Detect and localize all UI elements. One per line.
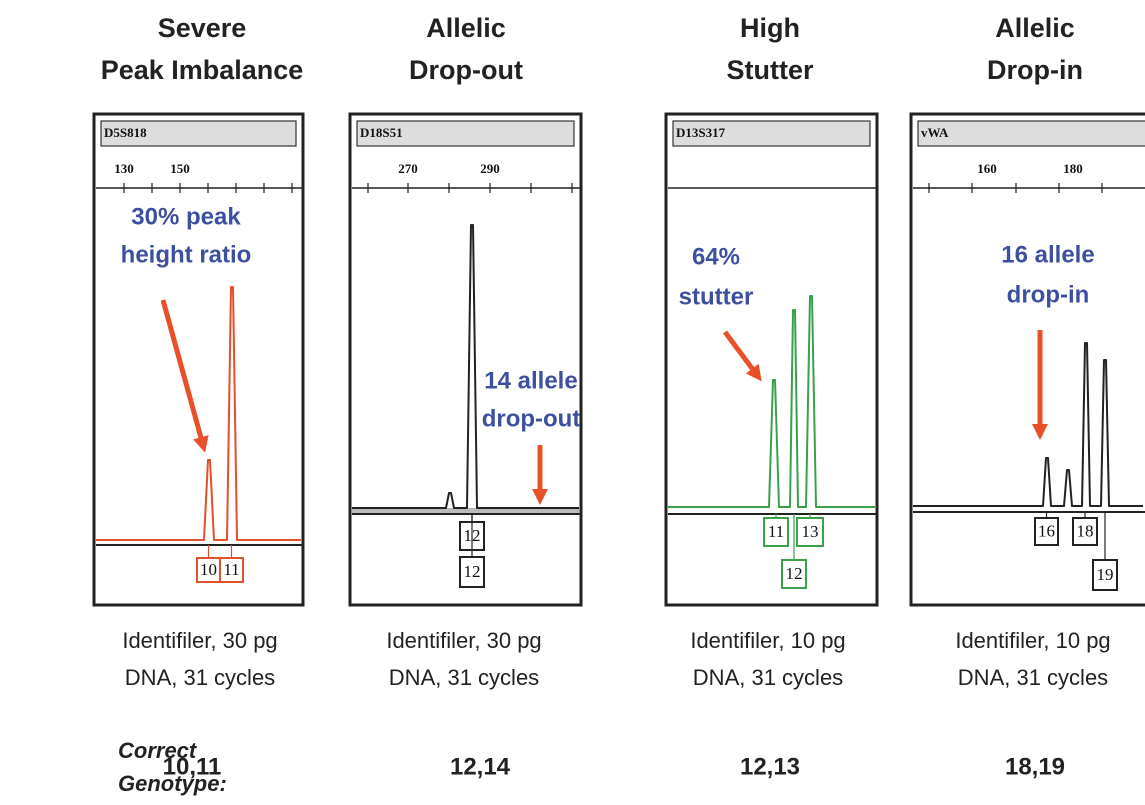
- allele-label: 13: [802, 522, 819, 541]
- annotation: 64%: [692, 243, 740, 270]
- scale-label: 150: [170, 161, 190, 176]
- allele-label: 11: [223, 560, 239, 579]
- genotype: 12,14: [450, 753, 511, 780]
- caption: DNA, 31 cycles: [389, 665, 539, 690]
- scale-label: 180: [1063, 161, 1083, 176]
- allele-label: 18: [1077, 521, 1094, 540]
- caption: Identifiler, 30 pg: [122, 628, 277, 653]
- annotation: stutter: [679, 283, 754, 310]
- caption: Identifiler, 30 pg: [386, 628, 541, 653]
- scale-label: 290: [480, 161, 500, 176]
- panel-title: Allelic: [995, 13, 1075, 43]
- allele-label: 19: [1097, 565, 1114, 584]
- scale-label: 270: [398, 161, 418, 176]
- annotation: 16 allele: [1001, 241, 1094, 268]
- locus-name: vWA: [921, 125, 949, 140]
- allele-label: 11: [768, 522, 784, 541]
- panel-title: Drop-out: [409, 55, 523, 85]
- annotation: height ratio: [121, 241, 252, 268]
- page: {"panels": [ {"title": ["Severe", "Peak …: [0, 0, 1145, 805]
- panel-title: Drop-in: [987, 55, 1083, 85]
- allele-label: 12: [786, 564, 803, 583]
- annotation: drop-in: [1007, 281, 1090, 308]
- panel-title: Stutter: [727, 55, 814, 85]
- panel-title: Peak Imbalance: [101, 55, 304, 85]
- caption: DNA, 31 cycles: [958, 665, 1108, 690]
- allele-label: 12: [464, 562, 481, 581]
- figure: Correct Genotype: SeverePeak ImbalanceD5…: [0, 0, 1145, 805]
- genotype: 10,11: [163, 753, 222, 780]
- locus-name: D5S818: [104, 125, 147, 140]
- caption: DNA, 31 cycles: [693, 665, 843, 690]
- panel-title: High: [740, 13, 800, 43]
- scale-label: 160: [977, 161, 997, 176]
- annotation: drop-out: [482, 405, 581, 432]
- caption: Identifiler, 10 pg: [690, 628, 845, 653]
- genotype: 12,13: [740, 753, 800, 780]
- scale-label: 130: [114, 161, 134, 176]
- caption: Identifiler, 10 pg: [955, 628, 1110, 653]
- caption: DNA, 31 cycles: [125, 665, 275, 690]
- allele-label: 16: [1038, 521, 1055, 540]
- locus-name: D13S317: [676, 125, 726, 140]
- panel-title: Allelic: [426, 13, 506, 43]
- annotation: 30% peak: [131, 203, 241, 230]
- allele-label: 10: [200, 560, 217, 579]
- annotation: 14 allele: [484, 367, 577, 394]
- locus-name: D18S51: [360, 125, 403, 140]
- genotype: 18,19: [1005, 753, 1065, 780]
- locus-bar: [918, 121, 1145, 146]
- panel-title: Severe: [158, 13, 247, 43]
